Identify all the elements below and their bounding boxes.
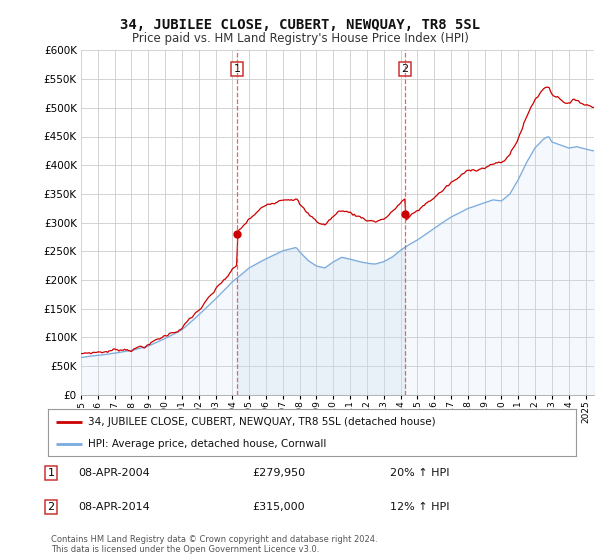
Text: 34, JUBILEE CLOSE, CUBERT, NEWQUAY, TR8 5SL (detached house): 34, JUBILEE CLOSE, CUBERT, NEWQUAY, TR8 … xyxy=(88,417,435,427)
Text: 08-APR-2014: 08-APR-2014 xyxy=(78,502,150,512)
Text: 34, JUBILEE CLOSE, CUBERT, NEWQUAY, TR8 5SL: 34, JUBILEE CLOSE, CUBERT, NEWQUAY, TR8 … xyxy=(120,18,480,32)
Text: 12% ↑ HPI: 12% ↑ HPI xyxy=(390,502,449,512)
Text: Contains HM Land Registry data © Crown copyright and database right 2024.
This d: Contains HM Land Registry data © Crown c… xyxy=(51,535,377,554)
Text: £279,950: £279,950 xyxy=(252,468,305,478)
Text: £315,000: £315,000 xyxy=(252,502,305,512)
Text: 1: 1 xyxy=(233,64,241,74)
Text: 20% ↑ HPI: 20% ↑ HPI xyxy=(390,468,449,478)
Text: HPI: Average price, detached house, Cornwall: HPI: Average price, detached house, Corn… xyxy=(88,438,326,449)
Text: 2: 2 xyxy=(401,64,409,74)
Text: Price paid vs. HM Land Registry's House Price Index (HPI): Price paid vs. HM Land Registry's House … xyxy=(131,32,469,45)
Text: 2: 2 xyxy=(47,502,55,512)
Text: 08-APR-2004: 08-APR-2004 xyxy=(78,468,150,478)
Text: 1: 1 xyxy=(47,468,55,478)
